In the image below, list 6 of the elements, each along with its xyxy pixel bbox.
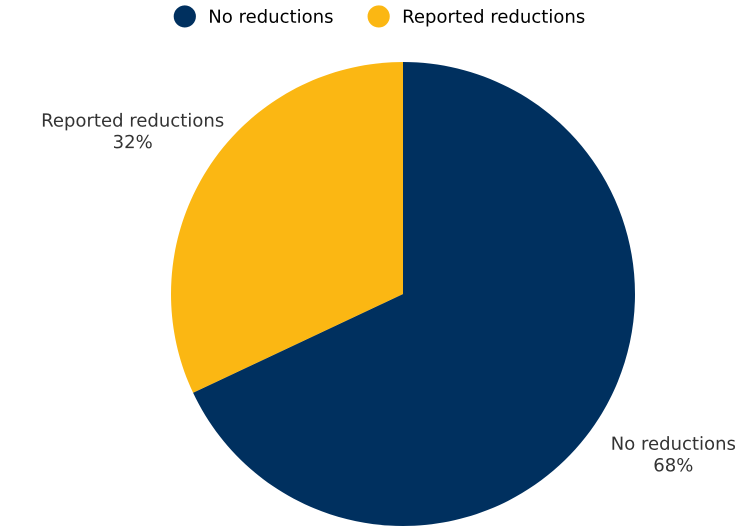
legend-label: Reported reductions bbox=[404, 9, 584, 26]
slice-label: Reported reductions bbox=[42, 112, 224, 130]
legend-label: No reductions bbox=[210, 9, 333, 24]
slice-label: No reductions bbox=[612, 436, 736, 450]
data-label: 68% bbox=[654, 458, 692, 472]
data-label: 32% bbox=[114, 134, 152, 148]
